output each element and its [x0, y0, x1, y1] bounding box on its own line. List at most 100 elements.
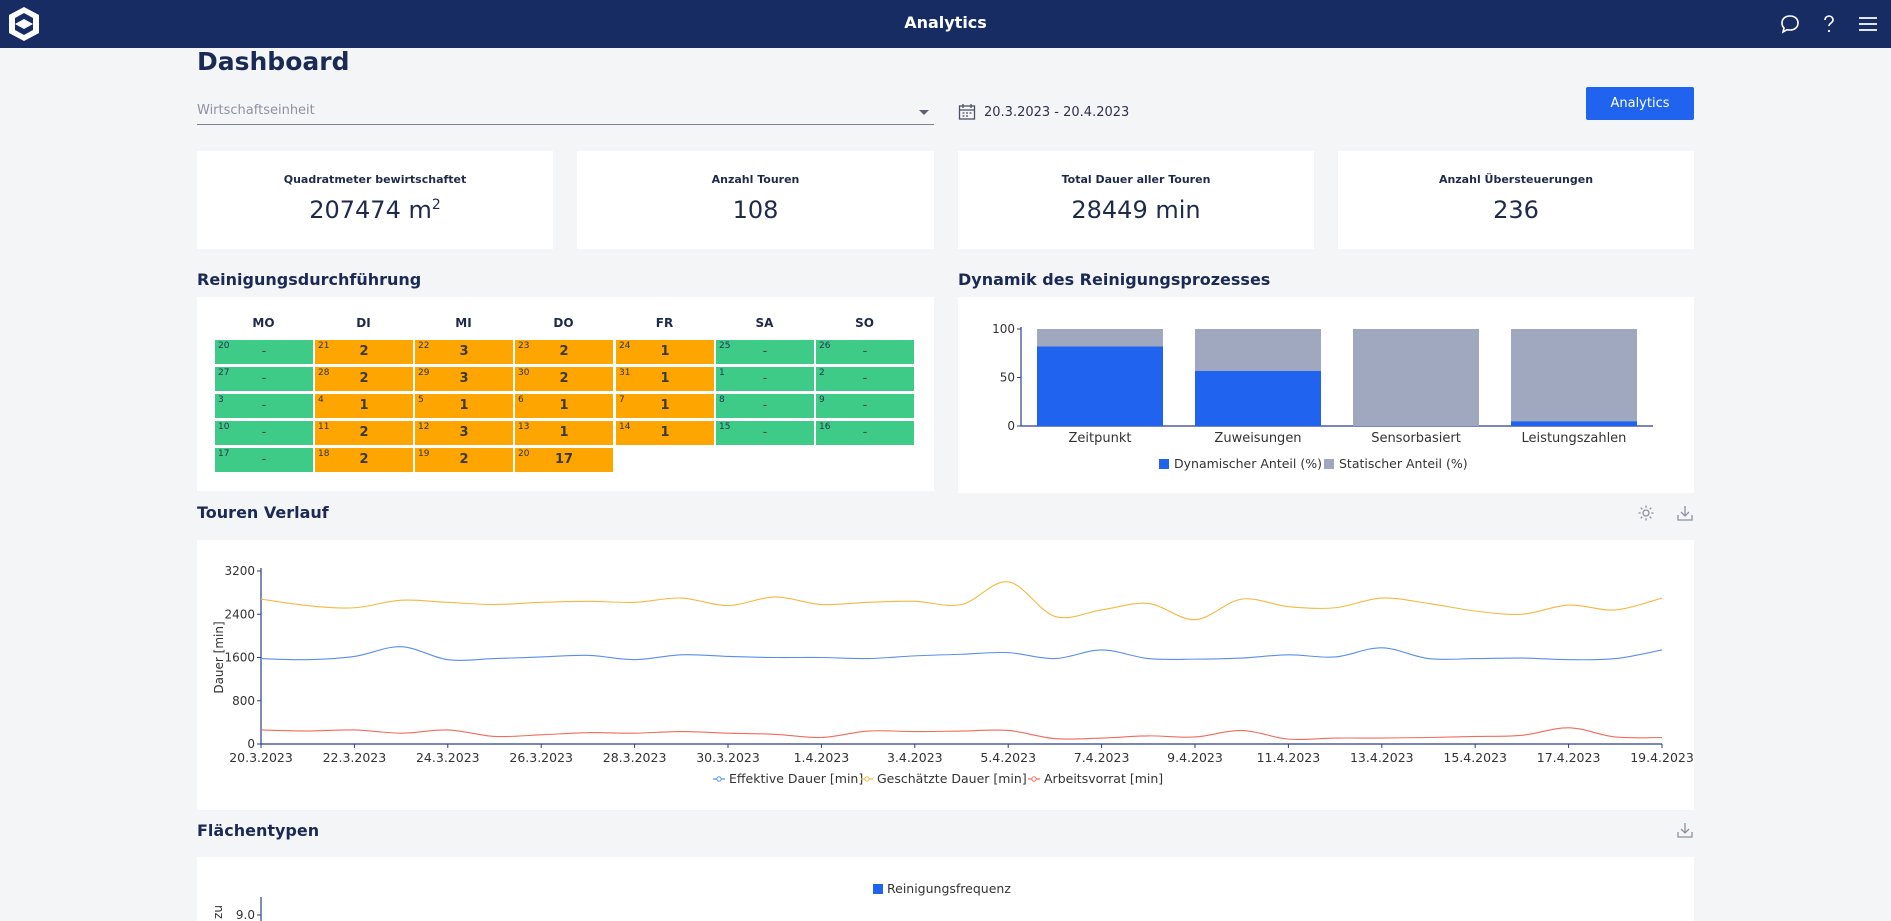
- day-value: -: [862, 371, 868, 386]
- legend-item[interactable]: Arbeitsvorrat [min]: [1028, 771, 1163, 786]
- calendar-day-cell[interactable]: 16 -: [816, 421, 914, 445]
- kpi-card-tours: Anzahl Touren 108: [577, 151, 934, 249]
- download-icon[interactable]: [1675, 820, 1695, 840]
- legend-label[interactable]: Dynamischer Anteil (%): [1174, 456, 1322, 471]
- y-tick-label: 0: [1007, 419, 1015, 433]
- day-number: 16: [819, 422, 831, 432]
- day-number: 20: [518, 449, 530, 459]
- calendar-day-cell[interactable]: 19 2: [415, 448, 513, 472]
- calendar-day-cell[interactable]: 30 2: [515, 367, 613, 391]
- day-number: 22: [418, 341, 430, 351]
- date-range-text: 20.3.2023 - 20.4.2023: [984, 105, 1130, 120]
- calendar-day-cell[interactable]: 18 2: [315, 448, 413, 472]
- y-tick-label: 2400: [224, 607, 255, 621]
- day-number: 9: [819, 395, 825, 405]
- menu-icon[interactable]: [1856, 12, 1880, 36]
- calendar-day-cell[interactable]: 9-: [816, 394, 914, 418]
- calendar-day-cell[interactable]: 11 2: [315, 421, 413, 445]
- legend-swatch: [873, 884, 883, 894]
- day-number: 18: [318, 449, 330, 459]
- weekday-header: MI: [455, 316, 472, 330]
- day-number: 11: [318, 422, 330, 432]
- weekday-header: DI: [356, 316, 371, 330]
- download-icon[interactable]: [1675, 503, 1695, 523]
- calendar-day-cell[interactable]: 12 3: [415, 421, 513, 445]
- calendar-day-cell[interactable]: 29 3: [415, 367, 513, 391]
- calendar-day-cell[interactable]: 23 2: [515, 340, 613, 364]
- calendar-day-cell[interactable]: 21 2: [315, 340, 413, 364]
- stacked-bar-segment[interactable]: [1037, 329, 1163, 347]
- kpi-card-overrides: Anzahl Übersteuerungen 236: [1338, 151, 1694, 249]
- kpi-value: 108: [732, 196, 779, 224]
- calendar-day-cell[interactable]: 13 1: [515, 421, 613, 445]
- day-number: 7: [619, 395, 625, 405]
- x-tick-label: 13.4.2023: [1350, 750, 1414, 765]
- day-number: 27: [218, 368, 230, 378]
- calendar-day-cell[interactable]: 31 1: [616, 367, 714, 391]
- tours-line-chart: 0 800 1600 2400 3200 Dauer [min] 20.3.2023 22.3…: [212, 564, 1694, 786]
- calendar-day-cell[interactable]: 20 17: [515, 448, 613, 472]
- y-tick-label: 1600: [224, 651, 255, 665]
- weekday-header: MO: [252, 316, 275, 330]
- app-logo-icon[interactable]: [4, 4, 44, 44]
- day-number: 19: [418, 449, 430, 459]
- calendar-day-cell[interactable]: 20 -: [215, 340, 313, 364]
- day-number: 3: [218, 395, 224, 405]
- calendar-day-cell[interactable]: 27 -: [215, 367, 313, 391]
- help-icon[interactable]: [1817, 12, 1841, 36]
- x-category-label: Leistungszahlen: [1522, 431, 1627, 446]
- stacked-bar-segment[interactable]: [1195, 370, 1321, 426]
- stacked-bar-segment[interactable]: [1037, 346, 1163, 426]
- stacked-bar-segment[interactable]: [1511, 329, 1637, 422]
- calendar-day-cell[interactable]: 3-: [215, 394, 313, 418]
- day-number: 13: [518, 422, 530, 432]
- stacked-bar-segment[interactable]: [1511, 421, 1637, 426]
- day-value: 3: [459, 371, 469, 386]
- stacked-bar-segment[interactable]: [1195, 329, 1321, 371]
- analytics-button[interactable]: Analytics: [1586, 87, 1694, 120]
- day-number: 4: [318, 395, 324, 405]
- day-number: 20: [218, 341, 230, 351]
- calendar-day-cell[interactable]: 25 -: [716, 340, 814, 364]
- legend-label[interactable]: Statischer Anteil (%): [1339, 456, 1468, 471]
- x-tick-label: 7.4.2023: [1074, 750, 1130, 765]
- chevron-down-icon: [919, 110, 929, 115]
- legend-item[interactable]: Geschätzte Dauer [min]: [861, 771, 1027, 786]
- day-value: 17: [554, 452, 574, 467]
- chat-icon[interactable]: [1778, 12, 1802, 36]
- series-line[interactable]: [260, 646, 1663, 661]
- calendar-day-cell[interactable]: 22 3: [415, 340, 513, 364]
- series-line[interactable]: [260, 581, 1663, 621]
- calendar-day-cell[interactable]: 1-: [716, 367, 814, 391]
- day-number: 5: [418, 395, 424, 405]
- day-number: 24: [619, 341, 631, 351]
- calendar-day-cell[interactable]: 28 2: [315, 367, 413, 391]
- calendar-day-cell[interactable]: 8-: [716, 394, 814, 418]
- calendar-day-cell[interactable]: 15 -: [716, 421, 814, 445]
- stacked-bar-segment[interactable]: [1353, 329, 1479, 426]
- day-value: 1: [459, 398, 469, 413]
- day-number: 6: [518, 395, 524, 405]
- calendar-day-cell[interactable]: 10 -: [215, 421, 313, 445]
- legend-label[interactable]: Reinigungsfrequenz: [887, 881, 1011, 896]
- legend-item[interactable]: Effektive Dauer [min]: [713, 771, 863, 786]
- unit-select-placeholder: Wirtschaftseinheit: [197, 103, 315, 118]
- y-tick-label: 3200: [224, 564, 255, 578]
- day-value: 2: [359, 425, 369, 440]
- calendar-day-cell[interactable]: 24 1: [616, 340, 714, 364]
- day-value: 1: [559, 425, 569, 440]
- calendar-day-cell[interactable]: 26 -: [816, 340, 914, 364]
- unit-select[interactable]: Wirtschaftseinheit: [197, 98, 934, 125]
- settings-gear-icon[interactable]: [1636, 503, 1656, 523]
- calendar-day-cell[interactable]: 14 1: [616, 421, 714, 445]
- calendar-day-cell[interactable]: 2-: [816, 367, 914, 391]
- series-line[interactable]: [260, 727, 1663, 741]
- calendar-day-cell[interactable]: 17 -: [215, 448, 313, 472]
- weekday-header: FR: [655, 316, 674, 330]
- dynamics-chart-panel: 0 50 100 Zeitpunkt Zuweisungen Sensorbasiert L…: [958, 297, 1694, 493]
- x-tick-label: 28.3.2023: [603, 750, 667, 765]
